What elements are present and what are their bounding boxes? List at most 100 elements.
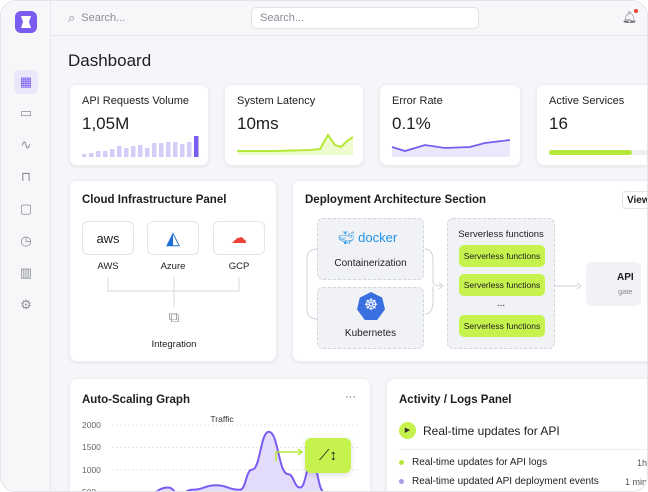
kubernetes-node[interactable]: ☸ Kubernetes bbox=[317, 287, 424, 349]
sparkline-bar bbox=[187, 142, 192, 157]
node-label: Kubernetes bbox=[344, 328, 397, 339]
panel-title: Cloud Infrastructure Panel bbox=[82, 194, 227, 206]
sparkline-bar bbox=[117, 146, 122, 157]
gcp-logo[interactable]: ☁︎ bbox=[213, 221, 265, 255]
connector-lines bbox=[107, 277, 240, 307]
aws-logo-text: aws bbox=[96, 230, 120, 246]
activity-headline: Real-time updates for API bbox=[423, 424, 560, 438]
serverless-function-item[interactable]: Serverless functions bbox=[459, 245, 545, 267]
serverless-functions-group: Serverless functions Serverless function… bbox=[447, 218, 555, 349]
deployment-architecture-panel: Deployment Architecture Section View 🐳︎ … bbox=[292, 180, 647, 362]
sparkline-bar bbox=[131, 146, 136, 157]
activity-icon[interactable]: ∿ bbox=[20, 137, 32, 152]
metric-title: API Requests Volume bbox=[82, 95, 190, 107]
log-item[interactable]: Real-time updates for API logs bbox=[399, 457, 547, 468]
arrow-connector bbox=[275, 448, 304, 461]
kubernetes-icon: ☸ bbox=[357, 292, 385, 320]
provider-label: GCP bbox=[228, 261, 250, 272]
view-button[interactable]: View bbox=[622, 191, 647, 209]
bell-icon[interactable]: 🔔︎ bbox=[621, 9, 639, 24]
metric-title: System Latency bbox=[237, 95, 316, 107]
provider-label: Azure bbox=[160, 261, 186, 272]
settings-icon[interactable]: ⚙ bbox=[20, 297, 32, 312]
play-icon[interactable]: ▶ bbox=[399, 422, 416, 439]
serverless-function-item[interactable]: Serverless functions bbox=[459, 315, 545, 337]
whale-icon: 🐳︎ bbox=[338, 230, 355, 245]
provider-label: AWS bbox=[97, 261, 119, 272]
panel-title: Deployment Architecture Section bbox=[305, 194, 487, 206]
aws-logo[interactable]: aws bbox=[82, 221, 134, 255]
group-title: Serverless functions bbox=[458, 229, 544, 240]
metric-card-active-services: Active Services 16 bbox=[536, 84, 647, 166]
metric-value: 10ms bbox=[237, 114, 279, 133]
cloud-infrastructure-panel: Cloud Infrastructure Panel aws ◭ ☁︎ AWS … bbox=[69, 180, 277, 362]
latency-sparkline bbox=[237, 133, 354, 155]
metric-title: Active Services bbox=[549, 95, 625, 107]
chat-icon[interactable]: ▢ bbox=[19, 201, 33, 216]
chart-title: Traffic bbox=[210, 414, 234, 424]
api-label: API bbox=[617, 272, 634, 283]
containerization-node[interactable]: 🐳︎ docker Containerization bbox=[317, 218, 424, 280]
y-tick-label: 2000 bbox=[82, 420, 101, 430]
integration-label: Integration bbox=[151, 339, 197, 350]
search-input[interactable]: Search... bbox=[251, 7, 479, 29]
auto-scaling-graph-panel: Auto-Scaling Graph ··· Traffic 2000 1500… bbox=[69, 378, 371, 491]
log-time: 1 min bbox=[624, 477, 647, 487]
status-dot bbox=[399, 479, 404, 484]
metric-value: 0.1% bbox=[392, 114, 431, 133]
services-progress-track bbox=[549, 150, 647, 155]
sparkline-bar bbox=[124, 148, 129, 157]
metric-value: 16 bbox=[549, 114, 568, 133]
serverless-function-item[interactable]: Serverless functions bbox=[459, 274, 545, 296]
panel-title: Auto-Scaling Graph bbox=[82, 394, 190, 406]
metric-card-error-rate: Error Rate 0.1% bbox=[379, 84, 521, 166]
topbar: ⌕ Search... Search... 🔔︎ bbox=[51, 1, 647, 36]
scaling-icon: ⟋↕ bbox=[305, 438, 351, 473]
traffic-chart bbox=[112, 424, 360, 491]
ellipsis: ... bbox=[496, 298, 506, 309]
sparkline-bar bbox=[159, 143, 164, 157]
integration-icon: ⧉ bbox=[168, 309, 180, 326]
search-icon: ⌕ bbox=[68, 10, 76, 25]
app-logo[interactable] bbox=[15, 11, 37, 33]
traffic-area bbox=[157, 431, 323, 491]
log-item[interactable]: Real-time updated API deployment events bbox=[399, 476, 599, 487]
more-options-button[interactable]: ··· bbox=[345, 391, 356, 403]
docker-logo-text: docker bbox=[358, 230, 398, 245]
api-sublabel: gate bbox=[618, 287, 633, 296]
divider bbox=[399, 449, 647, 450]
azure-logo[interactable]: ◭ bbox=[147, 221, 199, 255]
panel-title: Activity / Logs Panel bbox=[399, 394, 512, 406]
sparkline-bar bbox=[152, 143, 157, 157]
sparkline-bar bbox=[103, 151, 108, 157]
report-icon[interactable]: ▥ bbox=[19, 265, 33, 280]
sparkline-bar bbox=[194, 136, 199, 157]
search-label: Search... bbox=[81, 12, 126, 24]
dashboard-icon[interactable]: ▦ bbox=[14, 70, 38, 94]
node-label: Containerization bbox=[334, 258, 407, 269]
sparkline-bar bbox=[173, 142, 178, 157]
error-rate-sparkline bbox=[391, 139, 511, 157]
metric-card-api-requests: API Requests Volume 1,05M bbox=[69, 84, 209, 166]
requests-bar-sparkline bbox=[82, 136, 199, 157]
log-text: Real-time updates for API logs bbox=[412, 457, 548, 468]
sparkline-bar bbox=[82, 154, 87, 157]
api-gateway-node[interactable]: API gate bbox=[586, 262, 641, 306]
sparkline-bar bbox=[180, 144, 185, 157]
briefcase-icon[interactable]: ⊓ bbox=[20, 169, 32, 184]
sparkline-bar bbox=[110, 149, 115, 157]
clock-icon[interactable]: ◷ bbox=[20, 233, 32, 248]
log-time: 1h bbox=[636, 458, 647, 468]
y-tick-label: 1000 bbox=[82, 465, 101, 475]
status-dot bbox=[399, 460, 404, 465]
metric-card-latency: System Latency 10ms bbox=[224, 84, 364, 166]
traffic-line bbox=[155, 430, 360, 491]
y-tick-label: 1500 bbox=[82, 442, 101, 452]
wallet-icon[interactable]: ▭ bbox=[19, 105, 33, 120]
sparkline-bar bbox=[96, 151, 101, 157]
sparkline-bar bbox=[145, 148, 150, 157]
search-left[interactable]: ⌕ Search... bbox=[68, 10, 125, 26]
sidebar: ▦ ▭ ∿ ⊓ ▢ ◷ ▥ ⚙ bbox=[1, 1, 51, 491]
sparkline-bar bbox=[166, 142, 171, 157]
metric-title: Error Rate bbox=[392, 95, 443, 107]
